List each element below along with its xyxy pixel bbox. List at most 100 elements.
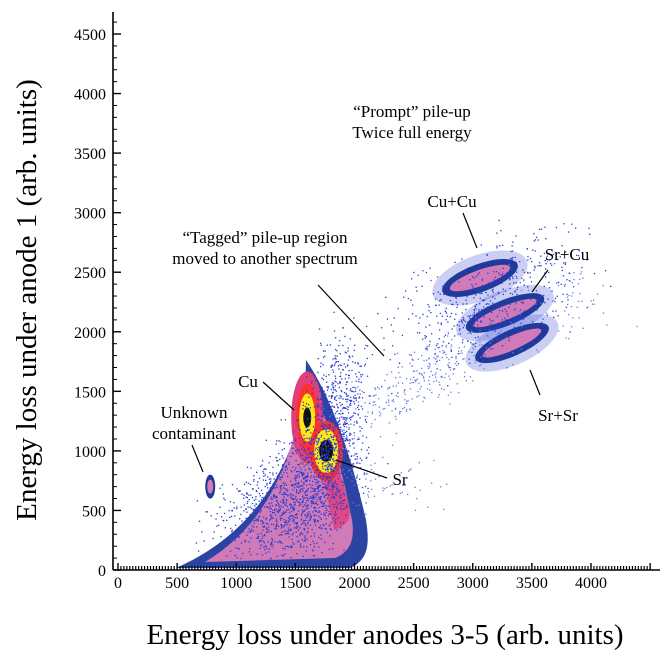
point [293,506,295,508]
point [305,464,307,466]
point [301,448,303,450]
point [310,505,312,507]
point [449,369,452,371]
point [313,546,316,548]
point [432,293,435,295]
point [443,336,445,338]
point [335,399,337,402]
point [349,445,351,447]
point [232,537,234,540]
point [462,316,464,319]
point [351,480,353,482]
point [540,302,542,304]
point [308,511,310,513]
point [425,336,427,338]
point [357,362,359,364]
point [395,395,397,397]
point [256,490,258,493]
y-tick-label: 1000 [74,444,106,461]
point [351,355,354,357]
point [439,293,441,295]
point [357,414,359,416]
point [332,542,334,545]
point [456,324,458,326]
point [485,303,487,305]
point [445,319,447,321]
point [481,344,483,346]
point [284,553,286,555]
point [391,410,393,412]
point [499,309,501,312]
point [316,406,318,408]
point [333,330,336,332]
point [439,300,441,302]
point [278,503,280,505]
point [353,391,355,393]
scatter-points [279,300,555,457]
point [562,293,564,295]
point [299,453,302,455]
point [276,475,279,477]
point [289,515,291,517]
point [329,463,331,465]
point [247,482,250,484]
point [238,490,240,492]
point [374,462,376,464]
point [437,396,440,398]
point [271,542,273,544]
point [231,484,234,486]
point [303,482,305,484]
point [515,261,517,264]
point [329,535,331,537]
point [317,452,319,454]
point [391,484,393,486]
point [576,306,578,308]
point [323,438,325,440]
point [339,382,341,384]
point [328,437,330,440]
point [327,475,329,477]
point [267,541,269,543]
point [261,503,263,506]
point [241,520,243,522]
point [321,465,324,468]
point [309,423,311,425]
point [290,507,292,509]
point [333,448,335,451]
point [558,330,560,332]
x-tick-label: 2000 [339,575,371,592]
point [333,417,335,419]
point [405,402,408,404]
point [349,356,351,359]
point [326,426,328,428]
point [282,464,284,466]
point [327,438,329,440]
point [294,522,296,524]
point [324,480,326,482]
point [501,282,503,284]
point [427,506,429,508]
point [352,501,354,504]
point [335,485,337,488]
point [477,316,479,318]
point [441,356,443,359]
point [448,362,450,364]
point [475,342,477,344]
point [346,406,348,408]
point [334,450,336,452]
point [347,476,350,478]
point [345,514,347,516]
point [358,493,361,495]
point [460,350,463,352]
point [426,345,428,348]
point [346,423,348,425]
point [475,303,478,306]
point [275,508,277,510]
point [291,471,293,473]
point [415,315,417,317]
point [296,477,298,479]
point [306,454,309,456]
point [565,306,567,308]
point [324,355,326,357]
point [394,408,396,410]
